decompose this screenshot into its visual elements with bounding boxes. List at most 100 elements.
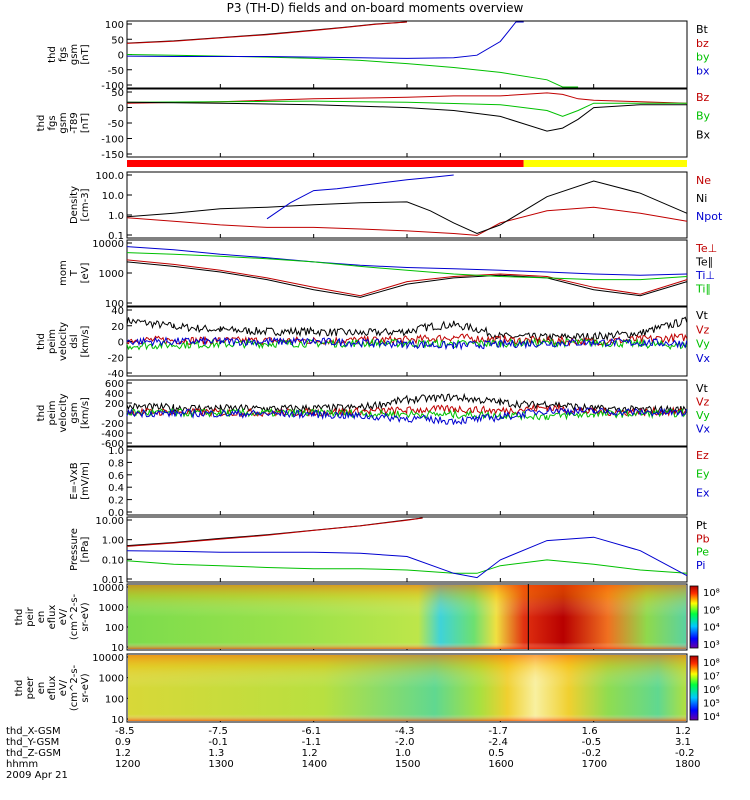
legend-Npot: Npot — [696, 210, 723, 223]
y-axis-label: eflux — [47, 605, 58, 630]
y-tick-label: 0.2 — [108, 496, 124, 507]
y-tick-label: 50 — [111, 35, 124, 46]
legend-Vz: Vz — [696, 323, 710, 336]
y-axis-label: [cm-3] — [80, 188, 91, 221]
series-line-Vt — [126, 392, 688, 415]
y-tick-label: 1.0 — [108, 211, 124, 222]
legend-Vy: Vy — [696, 338, 710, 351]
y-tick-label: 10.0 — [102, 191, 124, 202]
y-tick-label: -50 — [108, 119, 124, 130]
y-axis-label: mom — [58, 260, 69, 286]
footer-value: 1200 — [115, 759, 141, 770]
panel-7: 1.00.8 0.60.4 0.20.0 E=-VxB [mV/m] Ez Ey Ex — [69, 446, 710, 519]
y-tick-label: -100 — [101, 81, 124, 92]
y-axis-label: en — [36, 682, 47, 695]
legend-Te⊥: Te⊥ — [695, 242, 717, 255]
panel-frame — [126, 306, 688, 377]
y-tick-label: -200 — [101, 419, 124, 430]
colorbar-label: 10⁶ — [703, 685, 720, 696]
colorbar — [689, 655, 699, 721]
colorbar-label: 10⁶ — [703, 605, 720, 616]
footer-value: -1.7 — [488, 726, 508, 737]
footer-value: -4.3 — [395, 726, 415, 737]
y-tick-label: -600 — [101, 439, 124, 450]
y-tick-label: -400 — [101, 429, 124, 440]
y-tick-label: 1.0 — [108, 446, 124, 457]
legend-Bx: Bx — [696, 128, 711, 141]
y-tick-label: 0 — [118, 104, 124, 115]
y-tick-label: -50 — [108, 66, 124, 77]
y-axis-label: -T89 — [69, 112, 80, 134]
spectrogram-shading — [128, 655, 686, 721]
footer-value: 0.5 — [488, 748, 505, 759]
y-tick-label: 10 — [111, 643, 124, 654]
legend-Vx: Vx — [696, 352, 711, 365]
y-tick-label: 0.10 — [102, 555, 124, 566]
legend-bz: bz — [696, 37, 709, 50]
y-axis-label: peim — [47, 400, 58, 425]
footer-row-label: thd_X-GSM — [6, 726, 61, 737]
y-tick-label: 10000 — [92, 239, 124, 250]
footer-value: 1600 — [488, 759, 514, 770]
y-tick-label: 0.0 — [108, 508, 124, 519]
footer-value: -2.0 — [395, 737, 415, 748]
legend-Ti⊥: Ti⊥ — [695, 269, 715, 282]
footer-value: 1700 — [581, 759, 608, 770]
y-axis-label: sr-eV) — [80, 673, 91, 702]
y-axis-label: eflux — [47, 676, 58, 701]
y-axis-label: [nT] — [80, 113, 91, 133]
legend-Ez: Ez — [696, 449, 709, 462]
y-axis-label: fgs — [47, 115, 58, 130]
y-axis-label: fgs — [58, 47, 69, 62]
legend-Vy: Vy — [696, 409, 710, 422]
y-axis-label: [eV] — [80, 263, 91, 284]
colorbar-label: 10⁵ — [703, 699, 720, 710]
panel-frame — [126, 446, 688, 516]
series-line-Pb — [126, 517, 423, 547]
panel-frame — [126, 516, 688, 583]
y-axis-label: Pressure — [69, 528, 80, 571]
y-axis-label: thd — [14, 680, 25, 697]
series-line-Ni — [126, 180, 688, 235]
y-tick-label: 20 — [111, 322, 124, 333]
panel-frame — [126, 171, 688, 239]
y-axis-label: gsm — [69, 402, 80, 423]
colorbar-label: 10⁴ — [703, 712, 720, 723]
legend-Vz: Vz — [696, 396, 710, 409]
footer-value: -7.5 — [208, 726, 228, 737]
y-axis-label: gsm — [69, 44, 80, 65]
legend-Vt: Vt — [696, 309, 709, 322]
y-axis-label: thd — [36, 333, 47, 350]
y-tick-label: 1000 — [99, 674, 124, 685]
legend-Bz: Bz — [696, 91, 710, 104]
footer-value: -0.2 — [675, 748, 695, 759]
y-tick-label: 200 — [105, 399, 124, 410]
mode-bar-yellow — [523, 160, 687, 167]
y-axis-label: eV/ — [58, 608, 69, 625]
panel-10: 10000 1000 100 10 thd peer en eflux eV/(cm^2-s-s… — [14, 653, 720, 726]
y-tick-label: -20 — [108, 353, 124, 364]
y-axis-label: dsl — [69, 334, 80, 348]
series-line-Te⊥ — [126, 259, 688, 297]
footer-value: 1.6 — [581, 726, 598, 737]
footer-value: -1.1 — [301, 737, 322, 748]
panel-3: 100.0 10.0 1.0 0.1 Density [cm-3] Ne Ni Npot — [69, 171, 723, 242]
y-axis-label: [km/s] — [80, 397, 91, 429]
series-line-Vx — [126, 405, 688, 425]
series-line-Npot — [266, 174, 454, 220]
legend-by: by — [696, 51, 710, 64]
legend-bx: bx — [696, 64, 710, 77]
mode-bar-red — [127, 160, 524, 167]
y-tick-label: 10 — [111, 715, 124, 726]
footer-value: -6.1 — [301, 726, 322, 737]
footer-value: -2.4 — [488, 737, 508, 748]
y-tick-label: 0.8 — [108, 458, 124, 469]
y-axis-label: peir — [25, 606, 36, 626]
legend-Vx: Vx — [696, 423, 711, 436]
y-axis-label: [nPa] — [80, 536, 91, 562]
series-line-by — [126, 54, 579, 88]
y-axis-label: sr-eV) — [80, 602, 91, 631]
footer-value: 1.2 — [115, 748, 131, 759]
